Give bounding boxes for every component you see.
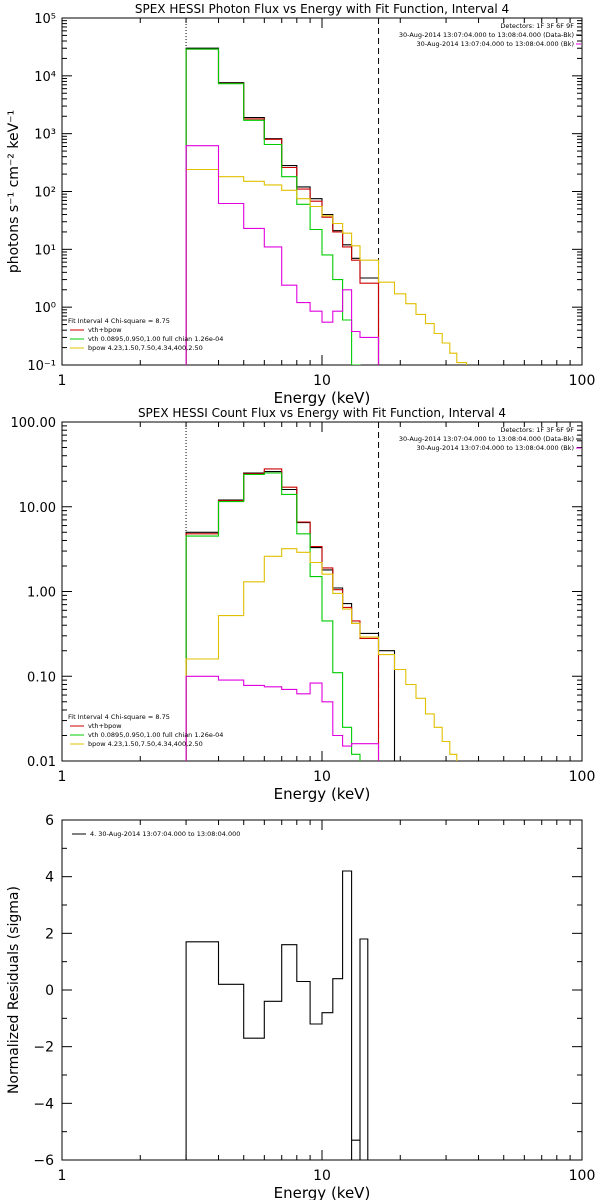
fit-legend-line: Fit Interval 4 Chi-square = 8.75: [68, 713, 170, 721]
y-tick-label: 0: [45, 983, 54, 999]
fit-legend-line: Fit Interval 4 Chi-square = 8.75: [68, 317, 170, 325]
plot-frame: [61, 819, 583, 1161]
detector-header-line: 30-Aug-2014 13:07:04.000 to 13:08:04.000…: [399, 435, 574, 443]
residual-legend-label: 4. 30-Aug-2014 13:07:04.000 to 13:08:04.…: [90, 830, 240, 838]
x-tick-label: 1: [58, 1168, 67, 1184]
fit-legend-line: vth 0.0895,0.950,1.00 full chian 1.26e-0…: [88, 731, 223, 739]
plot-area: [185, 870, 369, 1160]
x-axis-label: Energy (keV): [274, 1184, 371, 1200]
y-tick-label: −2: [33, 1040, 54, 1056]
y-tick-label: −4: [33, 1096, 54, 1112]
detector-header-line: 30-Aug-2014 13:07:04.000 to 13:08:04.000…: [399, 31, 574, 39]
x-tick-label: 10: [313, 769, 331, 785]
x-tick-label: 10: [313, 373, 331, 389]
y-tick-label: 10.00: [19, 501, 56, 516]
y-tick-label: 4: [45, 870, 54, 886]
y-tick-label: 10¹: [34, 243, 56, 258]
x-tick-label: 10: [313, 1168, 331, 1184]
series-total-step: [185, 468, 380, 761]
y-tick-label: 10²: [34, 186, 56, 201]
chart-title: SPEX HESSI Count Flux vs Energy with Fit…: [138, 406, 506, 420]
count-flux-panel: SPEX HESSI Count Flux vs Energy with Fit…: [11, 406, 596, 803]
x-tick-label: 1: [58, 769, 67, 785]
series-total-step: [185, 48, 380, 365]
y-tick-label: 6: [45, 813, 54, 829]
fit-legend-line: bpow 4.23,1.50,7.50,4.34,400,2.50: [88, 344, 203, 352]
series-vth-step: [185, 472, 361, 761]
series-bk-step: [185, 145, 380, 365]
series-data-step: [185, 47, 380, 365]
fit-legend-line: bpow 4.23,1.50,7.50,4.34,400,2.50: [88, 740, 203, 748]
photon-flux-panel: SPEX HESSI Photon Flux vs Energy with Fi…: [6, 2, 595, 407]
detector-header-line: 30-Aug-2014 13:07:04.000 to 13:08:04.000…: [417, 40, 574, 48]
y-tick-label: 0.10: [27, 670, 56, 685]
series-vth-step: [185, 48, 361, 365]
y-tick-label: 10⁰: [34, 301, 56, 316]
y-tick-label: 1.00: [27, 586, 56, 601]
x-tick-label: 100: [569, 1168, 596, 1184]
x-axis-label: Energy (keV): [274, 785, 371, 803]
y-tick-label: 10⁻¹: [27, 359, 56, 374]
plot-area: [185, 422, 458, 761]
y-axis-label: Normalized Residuals (sigma): [6, 886, 22, 1094]
x-tick-label: 1: [58, 373, 67, 389]
detector-header-line: Detectors: 1F 3F 6F 9F: [500, 426, 574, 434]
y-tick-label: 0.01: [27, 755, 56, 770]
plot-area: [185, 18, 468, 365]
fit-legend-line: vth+bpow: [88, 722, 122, 730]
fit-legend-line: vth 0.0895,0.950,1.00 full chian 1.26e-0…: [88, 335, 223, 343]
detector-header-line: Detectors: 1F 3F 6F 9F: [500, 22, 574, 30]
x-axis-label: Energy (keV): [274, 389, 371, 407]
x-tick-label: 100: [569, 373, 596, 389]
y-tick-label: 2: [45, 926, 54, 942]
series-bpow-step: [185, 548, 458, 761]
x-tick-label: 100: [569, 769, 596, 785]
fit-legend-line: vth+bpow: [88, 326, 122, 334]
y-tick-label: 100.00: [11, 416, 57, 431]
residuals-panel: 1 10 100 Energy (keV) −6 −4 −2 0 2 4 6 Normalized R…: [6, 813, 595, 1200]
series-data-step: [185, 471, 396, 761]
y-tick-label: −6: [33, 1153, 54, 1169]
y-tick-label: 10³: [34, 128, 56, 143]
y-tick-label: 10⁴: [34, 70, 56, 85]
series-bk-step: [185, 675, 380, 761]
y-tick-label: 10⁵: [34, 12, 56, 27]
series-bpow-step: [185, 168, 468, 365]
chart-title: SPEX HESSI Photon Flux vs Energy with Fi…: [135, 2, 509, 16]
series-data-step: [185, 870, 369, 1160]
y-axis-label: photons s⁻¹ cm⁻² keV⁻¹: [6, 110, 22, 273]
detector-header-line: 30-Aug-2014 13:07:04.000 to 13:08:04.000…: [417, 444, 574, 452]
